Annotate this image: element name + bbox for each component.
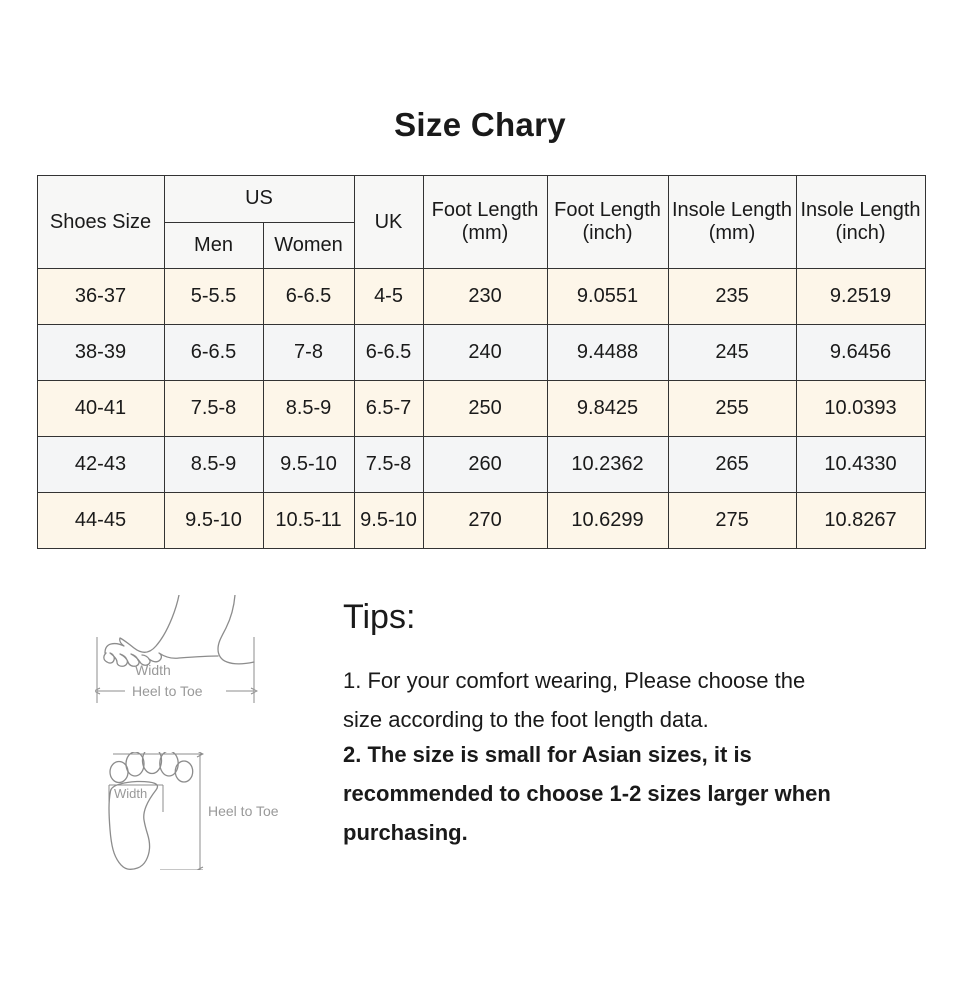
svg-text:Heel to Toe: Heel to Toe: [132, 683, 203, 699]
svg-text:Heel to Toe: Heel to Toe: [208, 803, 279, 819]
svg-text:Width: Width: [114, 786, 147, 801]
svg-text:Width: Width: [135, 662, 171, 678]
